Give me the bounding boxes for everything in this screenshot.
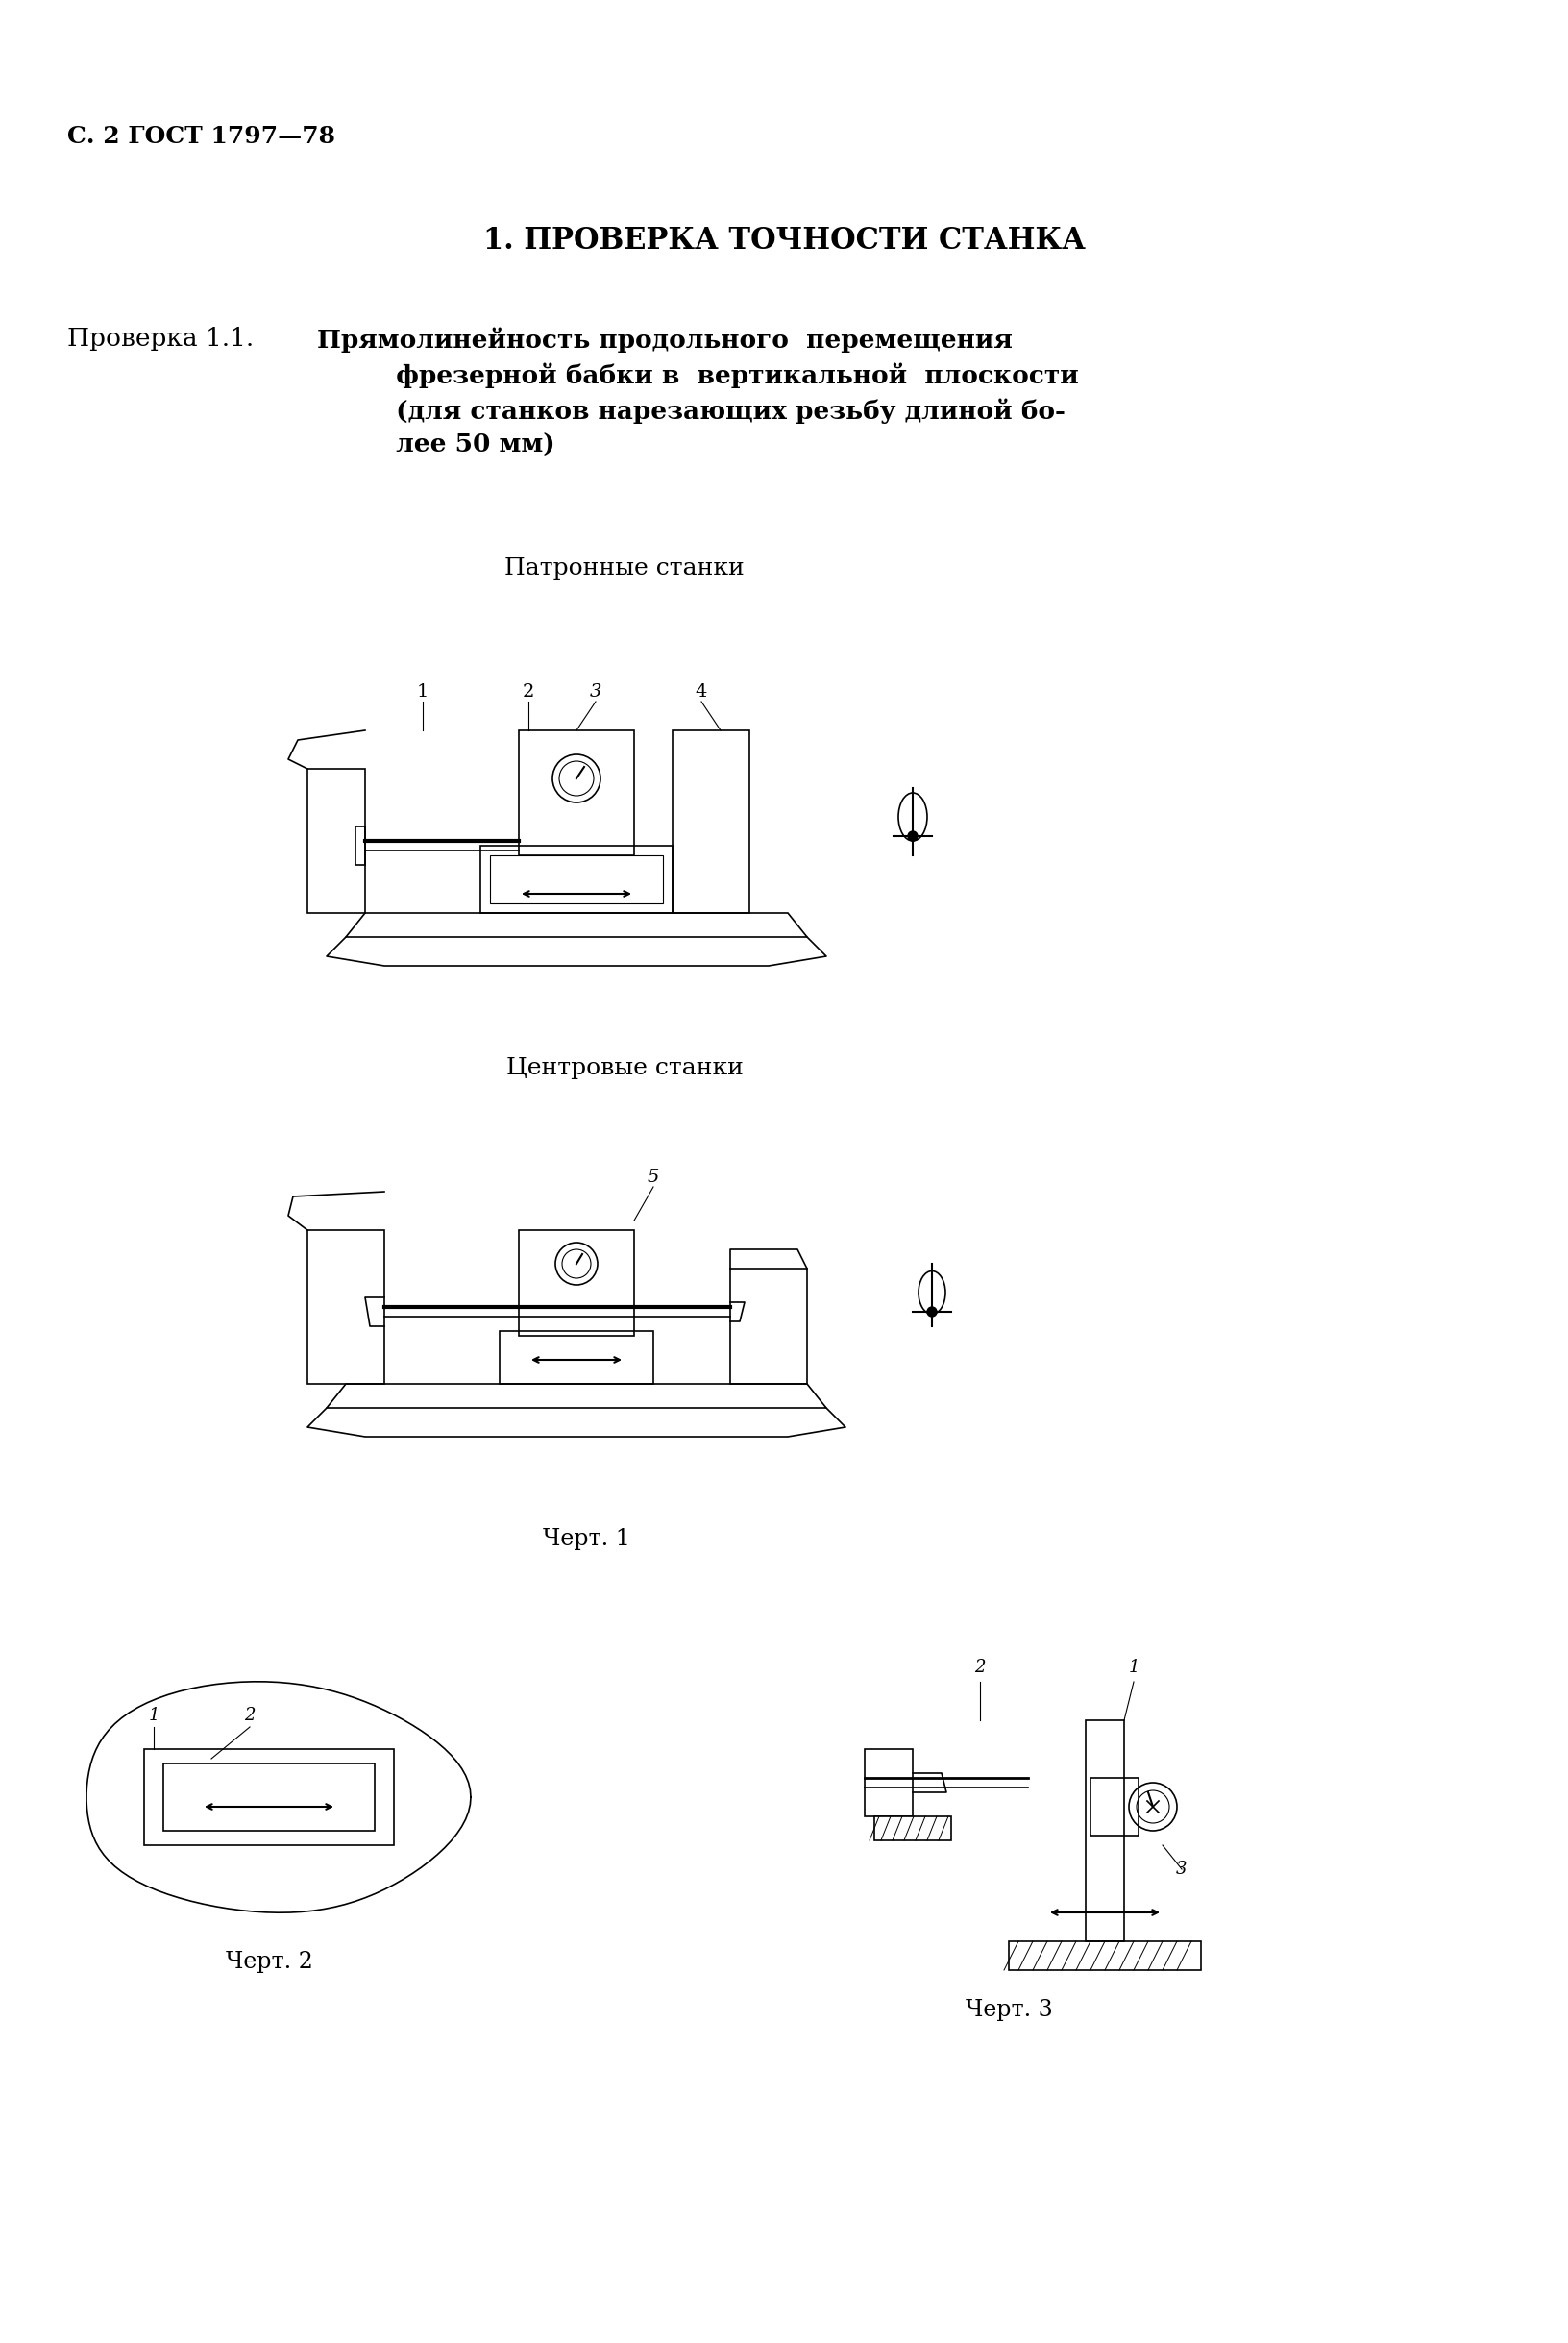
Text: 1: 1 (1127, 1659, 1138, 1675)
Circle shape (927, 1307, 936, 1317)
Text: 4: 4 (695, 684, 707, 701)
Text: 2: 2 (974, 1659, 985, 1675)
Bar (1008, 1942, 1200, 1970)
Bar (1085, 1720, 1123, 1942)
Bar (480, 846, 673, 914)
Text: 1: 1 (147, 1706, 160, 1724)
Bar (499, 1331, 652, 1385)
Circle shape (908, 832, 917, 841)
Text: Проверка 1.1.: Проверка 1.1. (67, 326, 254, 351)
Text: Центровые станки: Центровые станки (505, 1057, 743, 1080)
Bar (873, 1816, 950, 1839)
Bar (519, 731, 633, 855)
Text: С. 2 ГОСТ 1797—78: С. 2 ГОСТ 1797—78 (67, 124, 336, 148)
Bar (519, 1230, 633, 1336)
Text: Черт. 3: Черт. 3 (964, 1999, 1052, 2022)
Bar (489, 855, 663, 904)
Text: 3: 3 (590, 684, 601, 701)
Text: 5: 5 (648, 1169, 659, 1186)
Text: 1: 1 (417, 684, 428, 701)
Text: Прямолинейность продольного  перемещения
         фрезерной бабки в  вертикально: Прямолинейность продольного перемещения … (317, 326, 1079, 457)
Bar (144, 1750, 394, 1846)
Bar (1090, 1778, 1138, 1835)
Polygon shape (356, 827, 365, 865)
Text: Черт. 2: Черт. 2 (226, 1952, 312, 1973)
Text: 1. ПРОВЕРКА ТОЧНОСТИ СТАНКА: 1. ПРОВЕРКА ТОЧНОСТИ СТАНКА (483, 225, 1085, 255)
Text: 2: 2 (245, 1706, 256, 1724)
Text: Черт. 1: Черт. 1 (543, 1528, 629, 1551)
Text: 2: 2 (522, 684, 535, 701)
Text: 3: 3 (1176, 1860, 1187, 1877)
Bar (163, 1764, 375, 1830)
Text: Патронные станки: Патронные станки (505, 558, 745, 579)
